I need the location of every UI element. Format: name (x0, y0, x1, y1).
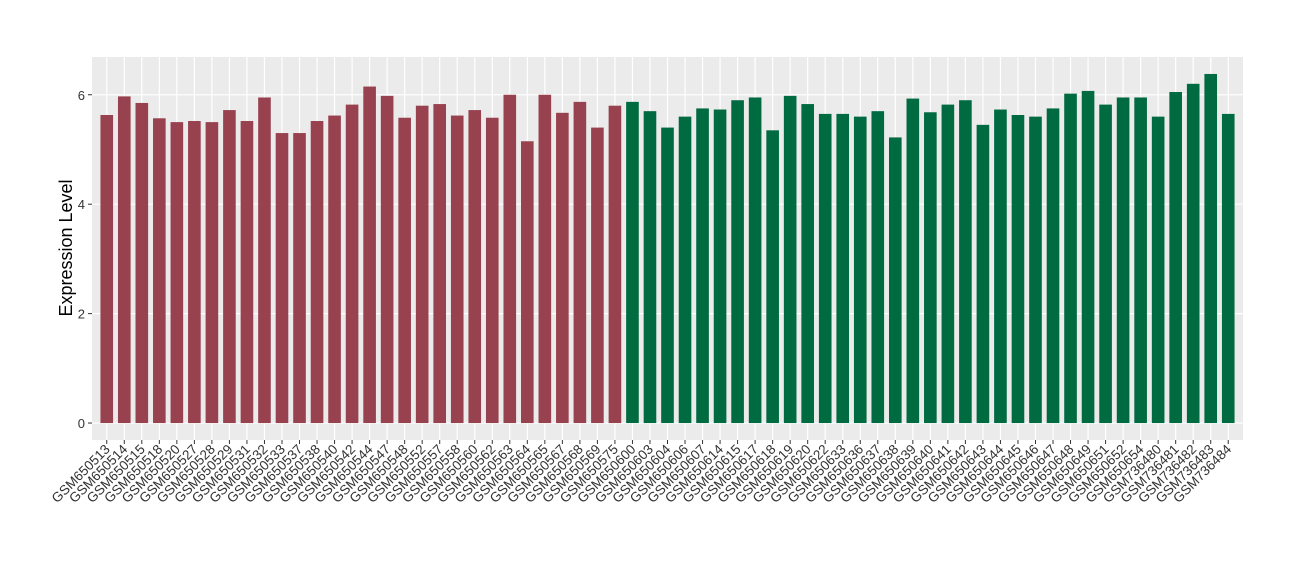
bar (538, 94, 552, 424)
bar (643, 111, 657, 424)
bar (556, 112, 569, 424)
bar (1204, 73, 1218, 424)
bar (450, 115, 464, 424)
bar (485, 117, 499, 424)
bar (1046, 108, 1060, 424)
bar (906, 98, 920, 424)
bar (1134, 97, 1147, 424)
y-axis-label: Expression Level (56, 179, 76, 316)
bar (608, 105, 622, 424)
bar (153, 118, 166, 424)
bar (994, 109, 1007, 424)
bar (731, 100, 744, 424)
bar (959, 100, 972, 424)
bar (468, 110, 482, 424)
bar (188, 121, 201, 424)
bar (1029, 116, 1042, 424)
bar (275, 133, 289, 424)
bar (573, 101, 587, 424)
bar (801, 104, 814, 424)
y-tick-label: 4 (78, 197, 85, 212)
bar (415, 105, 429, 424)
bar (1011, 114, 1025, 424)
bar (1169, 92, 1182, 424)
bar (626, 101, 639, 424)
bar (853, 116, 867, 424)
bar (1064, 93, 1077, 424)
bar (678, 116, 692, 424)
bar (1116, 97, 1130, 424)
bar (591, 127, 604, 424)
bar (503, 94, 517, 424)
bar (748, 97, 762, 424)
bar (713, 109, 727, 424)
bar (433, 104, 447, 424)
bar (205, 122, 219, 424)
bar (783, 95, 797, 424)
bar (380, 95, 394, 424)
bar (345, 104, 359, 424)
bar (976, 124, 990, 424)
bar (135, 102, 149, 424)
bar (363, 86, 376, 424)
bar (1099, 104, 1112, 424)
bar (1221, 113, 1235, 424)
bar (328, 115, 341, 424)
bar (240, 121, 254, 424)
bar (1081, 90, 1095, 424)
bar (766, 130, 779, 424)
y-tick-label: 0 (78, 416, 85, 431)
bar (941, 104, 955, 424)
bar (170, 122, 184, 424)
bar (836, 113, 850, 424)
bar (258, 97, 271, 424)
y-tick-label: 6 (78, 88, 85, 103)
bar (293, 133, 306, 424)
bar (888, 137, 902, 424)
bar (818, 113, 832, 424)
bar (661, 127, 674, 424)
bar (521, 141, 534, 424)
y-tick-label: 2 (78, 307, 85, 322)
bar (1186, 83, 1200, 424)
bar (398, 117, 411, 424)
bar (310, 121, 324, 424)
bar (100, 114, 114, 424)
bar (223, 110, 236, 424)
bar (696, 108, 709, 424)
bar (117, 96, 131, 424)
bar (871, 111, 885, 424)
bar (1151, 116, 1165, 424)
bar (924, 112, 937, 424)
